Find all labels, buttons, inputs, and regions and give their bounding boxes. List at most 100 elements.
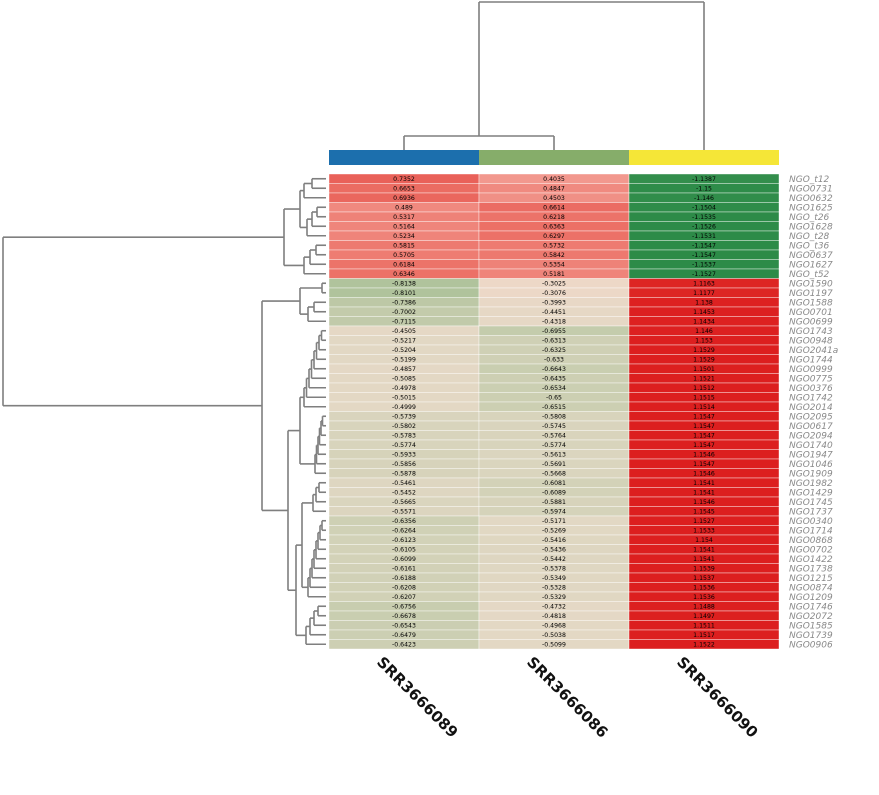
row-label: NGO1740 [789, 441, 833, 451]
cell-value-label: -0.4857 [392, 366, 416, 373]
cell-value-label: 0.6297 [543, 233, 565, 240]
cell-value-label: -0.6678 [392, 613, 416, 620]
cell-value-label: 1.138 [695, 299, 713, 306]
cell-value-label: -0.5745 [542, 423, 566, 430]
row-label: NGO1714 [789, 526, 833, 536]
row-label: NGO0699 [789, 317, 833, 327]
cell-value-label: -0.5171 [542, 518, 566, 525]
cell-value-label: 1.1547 [693, 432, 715, 439]
cell-value-label: 1.1488 [693, 603, 715, 610]
column-annotation-SRR3666090 [629, 150, 779, 165]
cell-value-label: -1.146 [694, 195, 714, 202]
cell-value-label: -0.6479 [392, 632, 416, 639]
row-label: NGO0637 [789, 251, 833, 261]
cell-value-label: -0.6435 [542, 375, 566, 382]
cell-value-label: -0.4978 [392, 385, 416, 392]
row-label: NGO1627 [789, 260, 833, 270]
cell-value-label: -0.5665 [392, 499, 416, 506]
cell-value-label: 0.6184 [393, 261, 415, 268]
cell-value-label: 0.4847 [543, 185, 565, 192]
cell-value-label: -0.5691 [542, 461, 566, 468]
row-label: NGO1429 [789, 488, 833, 498]
cell-value-label: -1.1537 [692, 261, 716, 268]
cell-value-label: -0.6356 [392, 518, 416, 525]
cell-value-label: -0.65 [546, 394, 562, 401]
cell-value-label: -0.633 [544, 356, 564, 363]
cell-value-label: -0.5461 [392, 480, 416, 487]
cell-value-label: -0.4451 [542, 309, 566, 316]
cell-value-label: 1.1533 [693, 527, 715, 534]
cell-value-label: 1.1536 [693, 584, 715, 591]
cell-value-label: 0.6363 [543, 223, 565, 230]
cell-value-label: 1.153 [695, 337, 713, 344]
cell-value-label: -0.6264 [392, 527, 416, 534]
row-label: NGO1628 [789, 222, 833, 232]
cell-value-label: -0.7002 [392, 309, 416, 316]
cell-value-label: 1.154 [695, 537, 713, 544]
cell-value-label: 1.1541 [693, 489, 715, 496]
row-label: NGO0874 [789, 583, 833, 593]
cell-value-label: 1.1546 [693, 499, 715, 506]
cell-value-label: 0.4035 [543, 176, 565, 183]
row-label: NGO1625 [789, 203, 833, 213]
cell-value-label: -0.5269 [542, 527, 566, 534]
row-label: NGO2041a [789, 346, 838, 356]
cell-value-label: -1.1387 [692, 176, 716, 183]
cell-value-label: 0.7352 [393, 176, 415, 183]
cell-value-label: 1.1514 [693, 404, 715, 411]
cell-value-label: -0.5329 [542, 594, 566, 601]
cell-value-label: 1.1512 [693, 385, 715, 392]
cell-value-label: -0.5808 [542, 413, 566, 420]
cell-value-label: -0.5764 [542, 432, 566, 439]
cell-value-label: -0.4732 [542, 603, 566, 610]
column-annotation-SRR3666086 [479, 150, 629, 165]
cell-value-label: 1.1521 [693, 375, 715, 382]
cell-value-label: -0.5015 [392, 394, 416, 401]
row-label: NGO1743 [789, 327, 833, 337]
cell-value-label: 0.5354 [543, 261, 565, 268]
cell-value-label: 1.1541 [693, 546, 715, 553]
cell-value-label: -0.6105 [392, 546, 416, 553]
cell-value-label: -0.5878 [392, 470, 416, 477]
cell-value-label: -0.6188 [392, 575, 416, 582]
cell-value-label: -1.1531 [692, 233, 716, 240]
cell-value-label: -0.4505 [392, 328, 416, 335]
row-label: NGO_t52 [789, 270, 830, 280]
cell-value-label: -0.6534 [542, 385, 566, 392]
cell-value-label: 1.1536 [693, 594, 715, 601]
cell-value-label: -0.5774 [542, 442, 566, 449]
cell-value-label: -0.6543 [392, 622, 416, 629]
cell-value-label: 1.1434 [693, 318, 715, 325]
cell-value-label: 1.1163 [693, 280, 715, 287]
row-label: NGO0906 [789, 640, 833, 650]
row-label: NGO1585 [789, 621, 833, 631]
cell-value-label: -0.5204 [392, 347, 416, 354]
cell-value-label: 1.1177 [693, 290, 715, 297]
row-label: NGO0701 [789, 308, 833, 318]
row-label: NGO0632 [789, 194, 833, 204]
cell-value-label: -1.1547 [692, 242, 716, 249]
cell-value-label: -1.15 [696, 185, 712, 192]
cell-value-label: 0.5842 [543, 252, 565, 259]
cell-value-label: 0.5181 [543, 271, 565, 278]
cell-value-label: -0.5416 [542, 537, 566, 544]
cell-value-label: 1.1453 [693, 309, 715, 316]
cell-value-label: -0.7115 [392, 318, 416, 325]
cell-value-label: -0.5571 [392, 508, 416, 515]
row-label: NGO0775 [789, 374, 833, 384]
cell-value-label: 1.1546 [693, 470, 715, 477]
cell-value-label: 1.1522 [693, 641, 715, 648]
row-label: NGO1590 [789, 279, 833, 289]
row-label: NGO_t12 [789, 175, 830, 185]
cell-value-label: -0.6955 [542, 328, 566, 335]
cell-value-label: -1.1527 [692, 271, 716, 278]
row-label: NGO0617 [789, 422, 833, 432]
row-label: NGO_t36 [789, 241, 830, 251]
cell-value-label: -0.5085 [392, 375, 416, 382]
cell-value-label: -0.5668 [542, 470, 566, 477]
cell-value-label: -0.4318 [542, 318, 566, 325]
cell-value-label: -0.5974 [542, 508, 566, 515]
cell-value-label: -0.6099 [392, 556, 416, 563]
cell-value-label: -0.5881 [542, 499, 566, 506]
